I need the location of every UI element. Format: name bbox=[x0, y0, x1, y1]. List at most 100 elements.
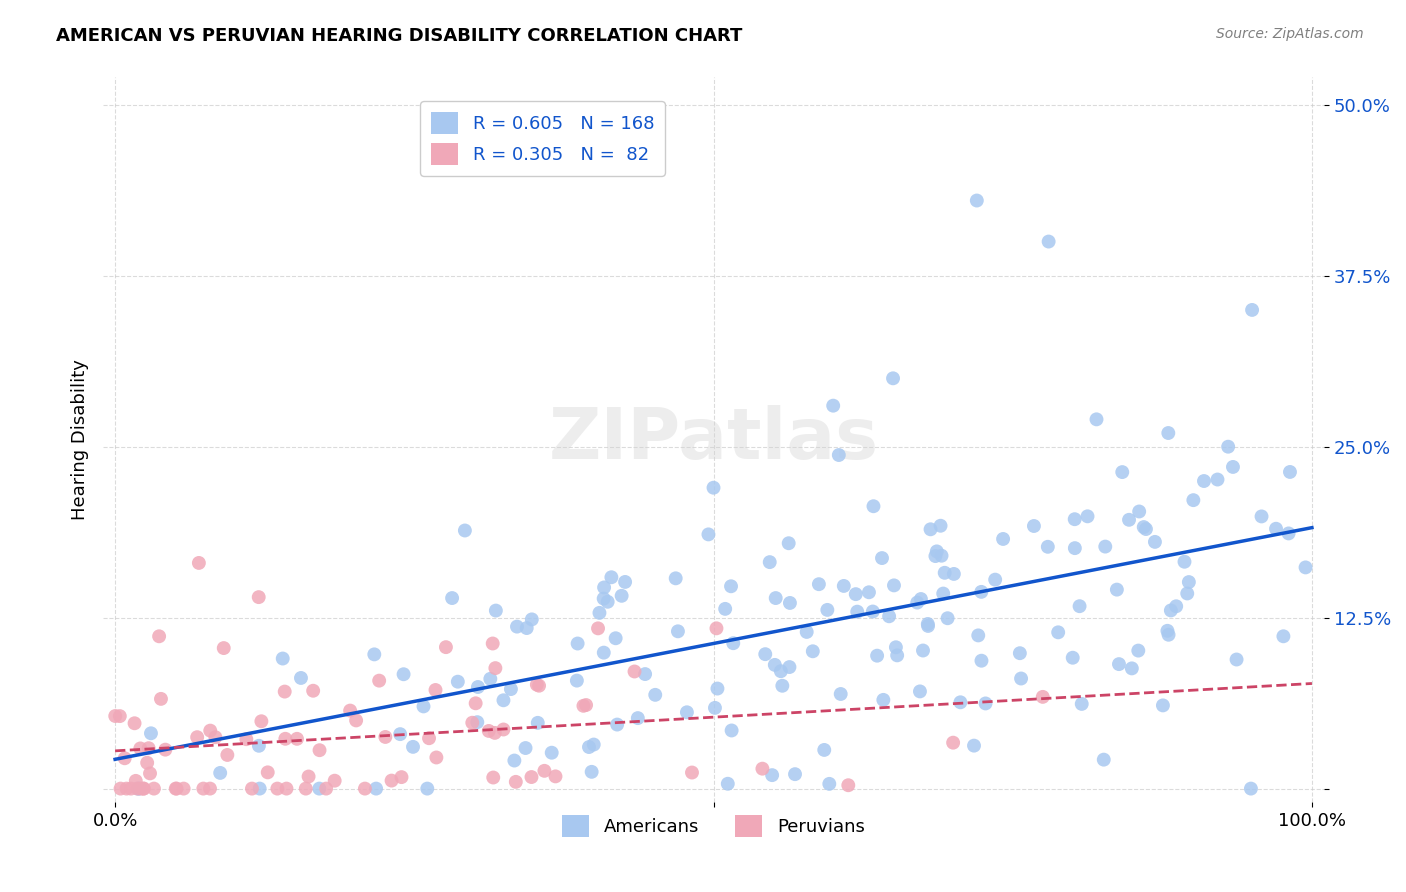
Point bbox=[917, 619, 939, 633]
Point bbox=[706, 681, 728, 696]
Point bbox=[516, 621, 538, 635]
Point bbox=[125, 773, 148, 788]
Point bbox=[720, 723, 742, 738]
Point bbox=[1157, 628, 1180, 642]
Point bbox=[572, 698, 595, 713]
Point bbox=[984, 573, 1007, 587]
Point bbox=[697, 527, 720, 541]
Point bbox=[644, 688, 666, 702]
Point bbox=[1265, 522, 1288, 536]
Point bbox=[441, 591, 464, 605]
Point bbox=[520, 770, 543, 784]
Point bbox=[754, 647, 776, 661]
Point bbox=[765, 591, 787, 605]
Point bbox=[138, 741, 160, 756]
Point bbox=[882, 371, 904, 385]
Point bbox=[120, 781, 142, 796]
Point bbox=[623, 665, 645, 679]
Point bbox=[127, 781, 149, 796]
Point bbox=[1250, 509, 1272, 524]
Point bbox=[128, 781, 150, 796]
Point bbox=[461, 715, 484, 730]
Point bbox=[235, 732, 257, 747]
Point bbox=[807, 577, 830, 591]
Point bbox=[368, 673, 391, 688]
Point bbox=[815, 603, 838, 617]
Point bbox=[778, 536, 800, 550]
Point bbox=[344, 714, 367, 728]
Point bbox=[586, 621, 609, 635]
Point bbox=[479, 672, 502, 686]
Point bbox=[1173, 555, 1195, 569]
Point bbox=[142, 781, 165, 796]
Point bbox=[846, 605, 869, 619]
Point bbox=[274, 731, 297, 746]
Point bbox=[136, 756, 159, 770]
Point bbox=[247, 590, 270, 604]
Point bbox=[769, 664, 792, 678]
Point bbox=[634, 667, 657, 681]
Point bbox=[1182, 493, 1205, 508]
Point bbox=[1085, 412, 1108, 426]
Point bbox=[931, 549, 953, 563]
Point bbox=[285, 731, 308, 746]
Point bbox=[934, 566, 956, 580]
Point bbox=[290, 671, 312, 685]
Point bbox=[389, 727, 412, 741]
Point bbox=[148, 629, 170, 643]
Point bbox=[1108, 657, 1130, 672]
Point bbox=[1038, 235, 1060, 249]
Point bbox=[596, 595, 619, 609]
Point bbox=[1222, 459, 1244, 474]
Point bbox=[770, 679, 793, 693]
Point bbox=[1111, 465, 1133, 479]
Point bbox=[862, 605, 884, 619]
Point bbox=[273, 684, 295, 698]
Point bbox=[276, 781, 298, 796]
Point bbox=[425, 750, 447, 764]
Point bbox=[1192, 474, 1215, 488]
Point bbox=[124, 716, 146, 731]
Point bbox=[717, 777, 740, 791]
Point bbox=[165, 781, 187, 796]
Point bbox=[402, 739, 425, 754]
Point bbox=[526, 715, 548, 730]
Point bbox=[114, 751, 136, 765]
Point bbox=[155, 742, 177, 756]
Point bbox=[1128, 504, 1150, 518]
Point bbox=[1121, 661, 1143, 675]
Point bbox=[575, 698, 598, 712]
Y-axis label: Hearing Disability: Hearing Disability bbox=[72, 359, 89, 520]
Point bbox=[681, 765, 703, 780]
Point bbox=[883, 578, 905, 592]
Point bbox=[967, 628, 990, 642]
Point bbox=[936, 611, 959, 625]
Point bbox=[801, 644, 824, 658]
Point bbox=[187, 556, 209, 570]
Point bbox=[104, 709, 127, 723]
Point bbox=[492, 693, 515, 707]
Point bbox=[886, 648, 908, 663]
Point bbox=[527, 679, 550, 693]
Point bbox=[704, 701, 727, 715]
Point bbox=[1132, 520, 1154, 534]
Point bbox=[592, 646, 614, 660]
Point bbox=[974, 697, 997, 711]
Point bbox=[908, 684, 931, 698]
Point bbox=[932, 586, 955, 600]
Point bbox=[702, 481, 724, 495]
Point bbox=[714, 602, 737, 616]
Point bbox=[1076, 509, 1098, 524]
Point bbox=[485, 604, 508, 618]
Point bbox=[1062, 650, 1084, 665]
Point bbox=[1225, 652, 1247, 666]
Point bbox=[924, 549, 946, 563]
Point bbox=[720, 579, 742, 593]
Point bbox=[1160, 603, 1182, 617]
Point bbox=[778, 660, 800, 674]
Point bbox=[1008, 646, 1031, 660]
Point bbox=[447, 674, 470, 689]
Point bbox=[1143, 534, 1166, 549]
Point bbox=[1092, 753, 1115, 767]
Point bbox=[942, 566, 965, 581]
